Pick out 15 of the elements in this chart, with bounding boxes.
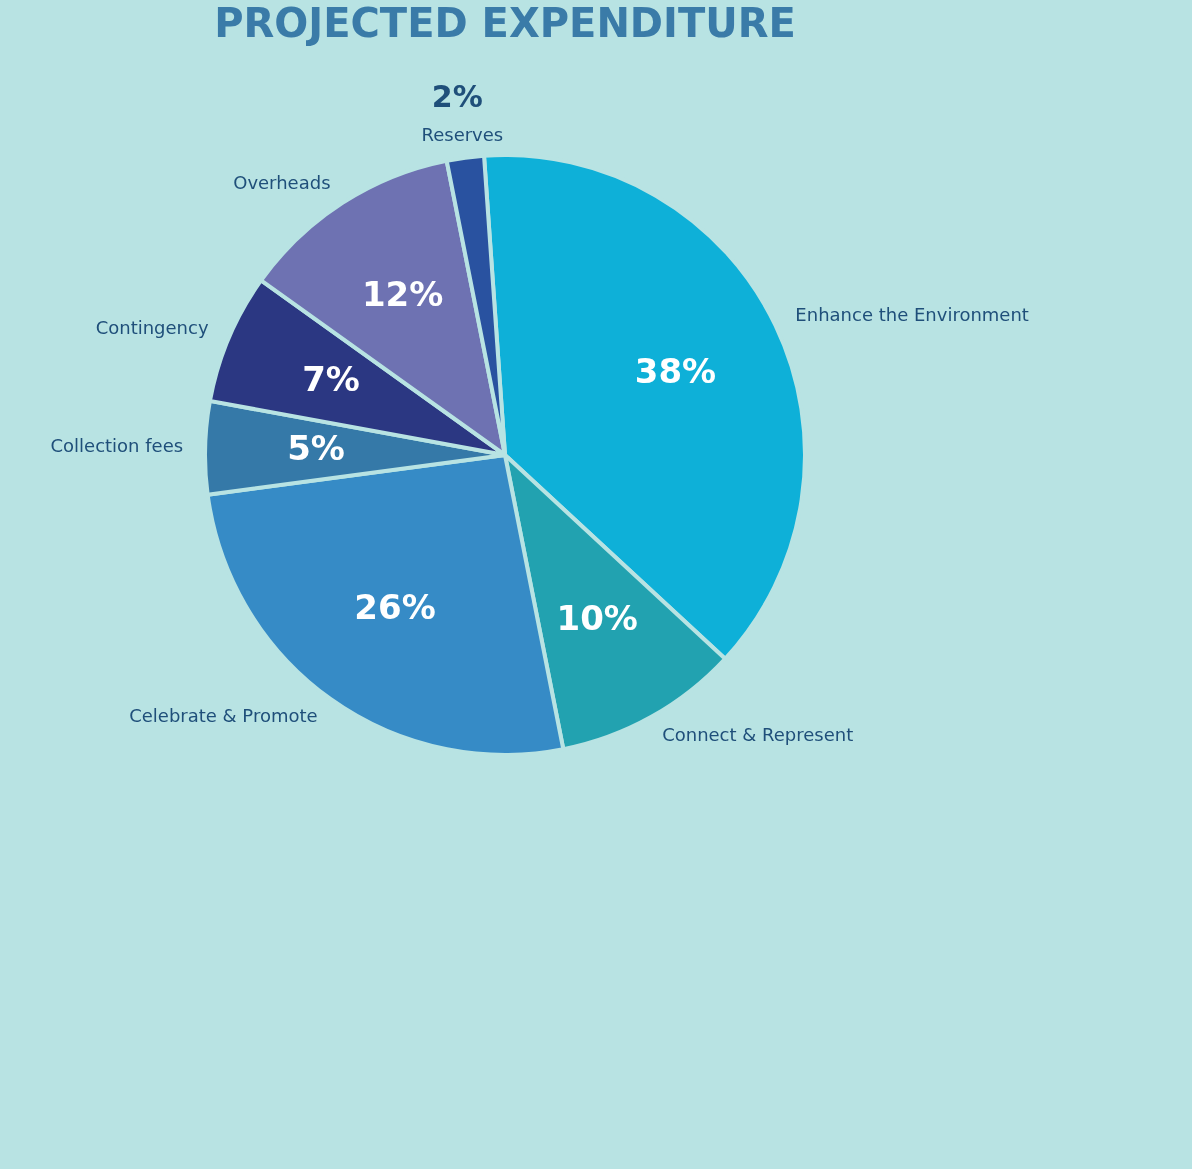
slice-label: Reserves: [421, 123, 504, 145]
slice-label: Enhance the Environment: [795, 303, 1029, 325]
data-label: 5%: [287, 428, 345, 469]
data-label: 26%: [354, 586, 436, 627]
data-label: 10%: [556, 597, 638, 638]
slice-label: Contingency: [95, 317, 209, 339]
slice-label: Collection fees: [50, 435, 184, 457]
slice-label: Overheads: [233, 172, 331, 194]
chart-title: PROJECTED EXPENDITURE: [214, 0, 796, 46]
slice-label: Celebrate & Promote: [129, 704, 318, 726]
data-label: 2%: [431, 79, 483, 115]
data-label: 7%: [302, 359, 360, 400]
data-label: 12%: [361, 274, 444, 315]
data-label: 38%: [634, 351, 717, 392]
slice-label: Connect & Represent: [662, 724, 854, 746]
